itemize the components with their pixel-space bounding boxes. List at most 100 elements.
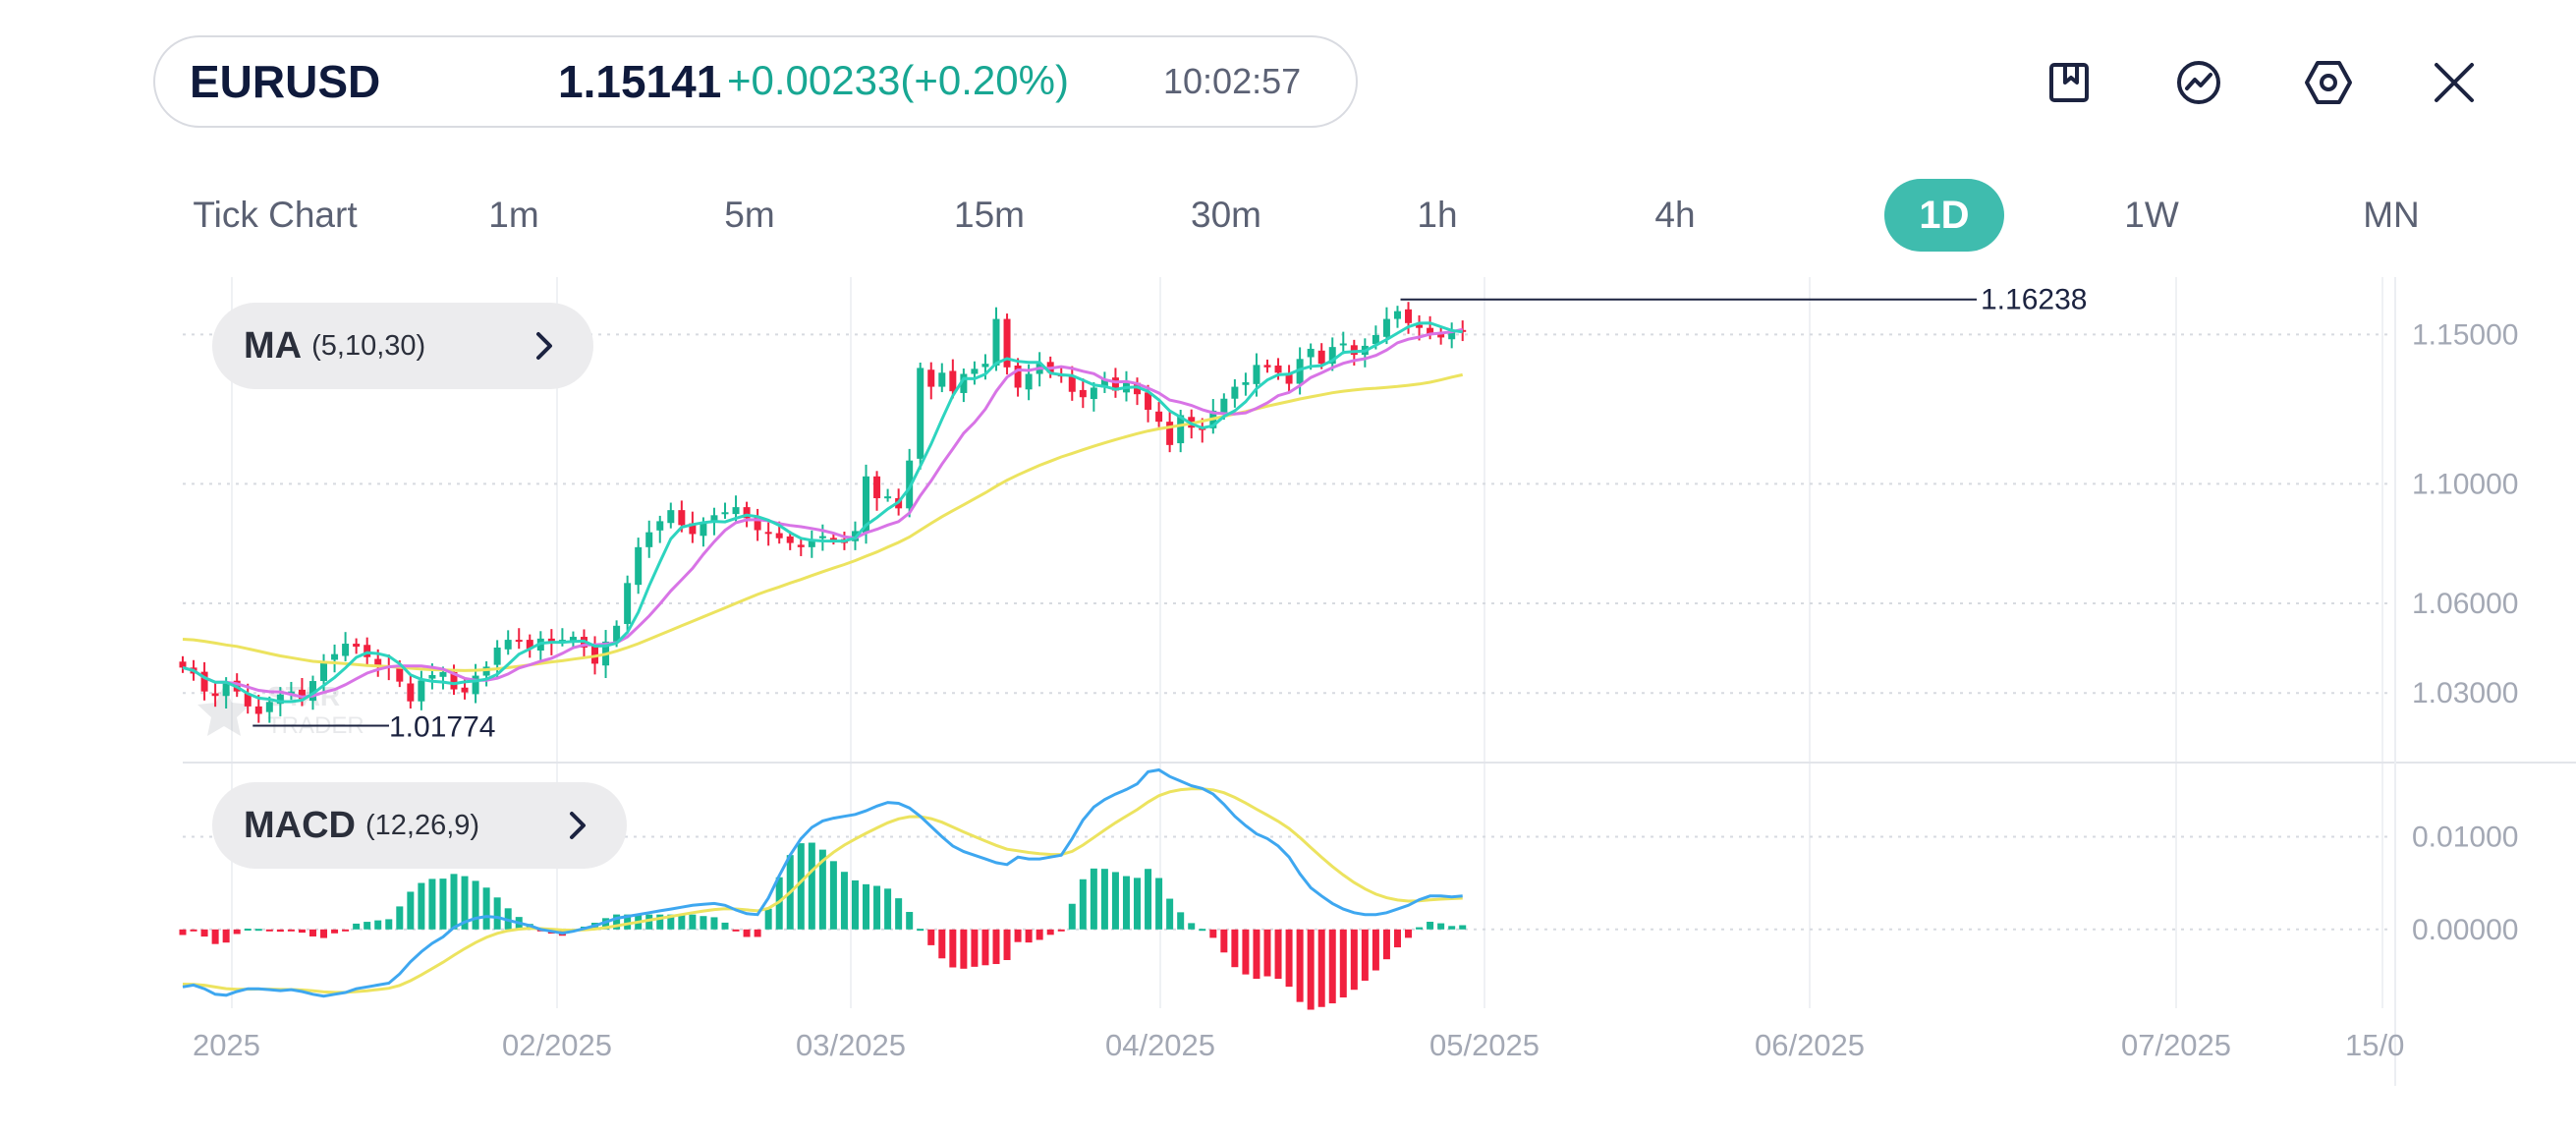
macd-histogram-bar bbox=[1134, 878, 1142, 930]
macd-histogram-bar bbox=[1296, 929, 1304, 1002]
candle bbox=[504, 630, 512, 655]
candle-body bbox=[1328, 347, 1336, 365]
candle-body bbox=[1372, 334, 1379, 345]
candle-body bbox=[1339, 343, 1347, 346]
tab-1d[interactable]: 1D bbox=[1884, 179, 2004, 252]
candle-body bbox=[960, 373, 968, 393]
macd-histogram-bar bbox=[1100, 869, 1108, 930]
candle-body bbox=[1350, 345, 1358, 356]
tab-5m[interactable]: 5m bbox=[724, 195, 775, 235]
quote-time: 10:02:57 bbox=[1163, 61, 1302, 101]
tab-1w[interactable]: 1W bbox=[2124, 195, 2179, 235]
candle-body bbox=[1285, 374, 1293, 384]
candle bbox=[200, 661, 208, 701]
candle bbox=[1437, 326, 1445, 345]
trend-icon bbox=[2177, 61, 2220, 104]
macd-histogram-bar bbox=[200, 929, 208, 937]
macd-histogram-bar bbox=[428, 879, 436, 930]
candle-body bbox=[1427, 327, 1434, 334]
ma5-line bbox=[182, 321, 1463, 704]
macd-histogram-bar bbox=[1155, 878, 1163, 930]
candle-body bbox=[1437, 331, 1445, 338]
candle-body bbox=[254, 706, 262, 714]
candle bbox=[179, 655, 187, 673]
macd-histogram-bar bbox=[960, 929, 968, 969]
candle bbox=[1263, 359, 1271, 373]
candle bbox=[656, 515, 664, 543]
candle-body bbox=[1014, 365, 1022, 388]
tab-4h[interactable]: 4h bbox=[1654, 195, 1696, 235]
macd-tick-label: 0.01000 bbox=[2412, 821, 2518, 853]
chevron-right-icon bbox=[570, 812, 586, 839]
candle-body bbox=[949, 370, 957, 392]
candle-body bbox=[863, 476, 870, 534]
macd-indicator-name: MACD bbox=[244, 804, 356, 846]
macd-histogram-bar bbox=[754, 929, 761, 937]
macd-histogram-bar bbox=[700, 916, 707, 930]
candle-body bbox=[1166, 422, 1174, 445]
candle bbox=[1231, 378, 1239, 408]
candle bbox=[1100, 371, 1108, 393]
macd-histogram-bar bbox=[1350, 929, 1358, 991]
candle-body bbox=[1253, 365, 1260, 384]
macd-histogram-bar bbox=[1145, 869, 1152, 930]
candle-body bbox=[786, 536, 794, 543]
candle bbox=[1068, 366, 1076, 401]
macd-indicator-pill[interactable]: MACD (12,26,9) bbox=[212, 782, 627, 869]
symbol-header-pill[interactable] bbox=[153, 35, 1358, 128]
candle-body bbox=[396, 665, 404, 682]
macd-histogram-bar bbox=[1307, 929, 1315, 1010]
candle bbox=[1155, 402, 1163, 427]
macd-histogram-bar bbox=[949, 929, 957, 968]
macd-histogram-bar bbox=[938, 929, 946, 959]
macd-tick-label: 0.00000 bbox=[2412, 914, 2518, 946]
macd-histogram-bar bbox=[818, 849, 826, 930]
candle bbox=[927, 362, 935, 400]
tab-mn[interactable]: MN bbox=[2363, 195, 2420, 235]
candle-body bbox=[1416, 324, 1424, 328]
candle bbox=[689, 511, 697, 543]
macd-indicator-params: (12,26,9) bbox=[364, 809, 480, 841]
indicators-button[interactable] bbox=[2169, 57, 2228, 108]
low-annotation: 1.01774 bbox=[389, 710, 495, 743]
candle bbox=[536, 631, 544, 661]
macd-histogram-bar bbox=[308, 929, 316, 936]
macd-histogram-bar bbox=[743, 929, 751, 937]
ma-indicator-pill[interactable]: MA (5,10,30) bbox=[212, 303, 593, 389]
candle bbox=[1003, 313, 1011, 375]
tab-30m[interactable]: 30m bbox=[1191, 195, 1261, 235]
macd-histogram-bar bbox=[863, 883, 870, 930]
candle bbox=[721, 502, 729, 519]
macd-histogram-bar bbox=[895, 898, 903, 930]
candle-body bbox=[1025, 373, 1033, 390]
candle-body bbox=[504, 640, 512, 650]
candle-body bbox=[1274, 365, 1282, 373]
candle-body bbox=[265, 702, 273, 712]
candle-body bbox=[971, 369, 979, 374]
tab-tick-chart[interactable]: Tick Chart bbox=[193, 195, 358, 235]
macd-histogram-bar bbox=[374, 920, 382, 930]
bookmark-button[interactable] bbox=[2040, 57, 2099, 108]
macd-histogram-bar bbox=[1242, 929, 1250, 975]
macd-histogram-bar bbox=[287, 929, 295, 932]
candle-body bbox=[428, 674, 436, 679]
tab-15m[interactable]: 15m bbox=[954, 195, 1025, 235]
macd-histogram-bar bbox=[981, 929, 989, 966]
macd-histogram-bar bbox=[1328, 929, 1336, 1004]
tab-1m[interactable]: 1m bbox=[488, 195, 539, 235]
macd-histogram-bar bbox=[461, 876, 469, 930]
candle-body bbox=[645, 532, 653, 547]
candle-body bbox=[873, 476, 881, 498]
close-button[interactable] bbox=[2425, 57, 2484, 108]
candle-body bbox=[200, 671, 208, 692]
candle-body bbox=[917, 368, 924, 459]
candle-body bbox=[1231, 386, 1239, 399]
candle bbox=[515, 628, 523, 650]
date-tick-label: 04/2025 bbox=[1105, 1028, 1215, 1062]
tab-1h[interactable]: 1h bbox=[1417, 195, 1458, 235]
candle-body bbox=[656, 521, 664, 531]
macd-histogram-bar bbox=[1003, 929, 1011, 960]
candle bbox=[797, 537, 805, 556]
settings-button[interactable] bbox=[2299, 57, 2358, 108]
